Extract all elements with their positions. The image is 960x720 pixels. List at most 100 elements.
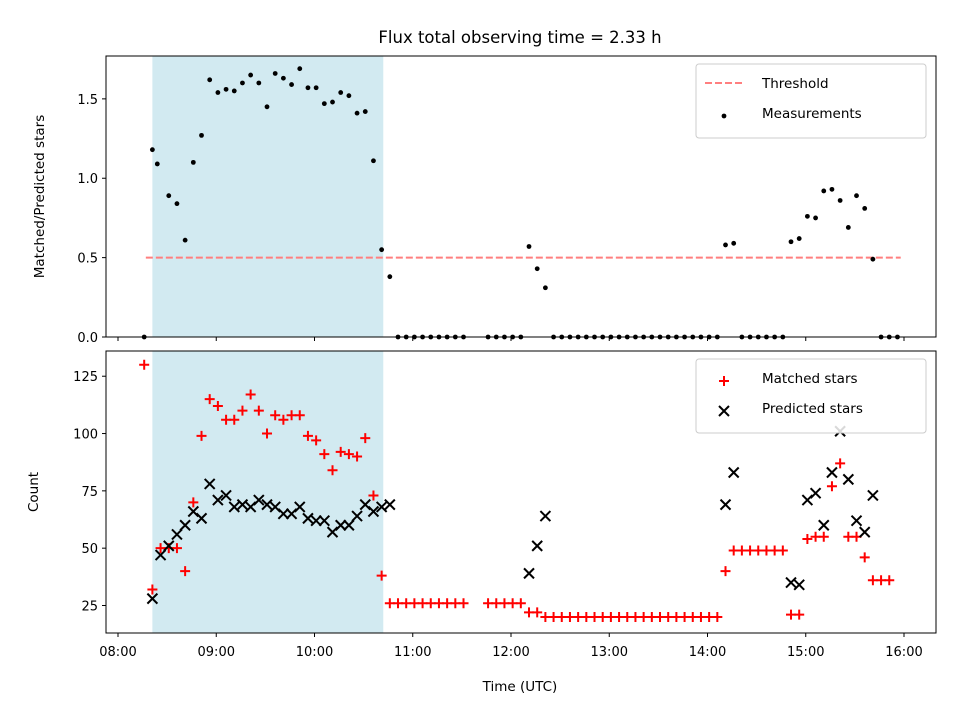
data-point [334, 519, 347, 531]
data-point [809, 487, 822, 499]
data-point [321, 101, 327, 107]
data-point [802, 534, 813, 544]
data-point [360, 433, 371, 444]
data-point [845, 225, 851, 230]
x-tick-label: 08:00 [99, 645, 136, 660]
data-point [154, 161, 160, 167]
data-point [858, 526, 871, 538]
data-point [240, 80, 245, 86]
data-point [207, 77, 213, 83]
data-point [179, 519, 191, 531]
data-point [154, 549, 167, 561]
legend-label: Threshold [761, 76, 829, 92]
data-point [785, 576, 797, 589]
data-point [539, 510, 552, 522]
data-point [523, 567, 535, 580]
data-point [793, 579, 805, 591]
data-point [384, 498, 396, 511]
data-point [727, 466, 740, 479]
data-point [867, 489, 879, 502]
data-point [256, 80, 262, 86]
data-point [723, 242, 728, 248]
data-point [777, 545, 788, 556]
data-point [215, 90, 221, 95]
bottom-panel: 08:00 09:00 10:00 11:00 12:00 13:00 14:00 15:00… [26, 350, 937, 660]
y-tick-label: 0.0 [77, 331, 98, 346]
data-point [354, 110, 360, 116]
data-point [212, 494, 224, 506]
data-point [166, 193, 172, 199]
data-point [352, 451, 363, 462]
data-point [310, 514, 322, 527]
data-point [297, 66, 303, 72]
data-point [330, 99, 335, 105]
data-point [884, 575, 895, 586]
x-tick-label: 13:00 [591, 645, 628, 660]
data-point [171, 543, 182, 554]
data-point [280, 75, 286, 81]
data-point [163, 540, 175, 552]
data-point [311, 435, 322, 446]
shaded-region [152, 351, 384, 633]
data-point [277, 508, 290, 520]
data-point [835, 458, 846, 469]
data-point [515, 598, 526, 609]
data-point [826, 466, 838, 479]
legend: Threshold Measurements [695, 63, 927, 139]
data-point [318, 514, 331, 527]
data-point [182, 237, 188, 243]
legend-label: Predicted stars [762, 401, 863, 417]
x-tick-label: 11:00 [394, 645, 431, 660]
data-point [294, 501, 306, 513]
data-point [196, 430, 207, 441]
y-axis-label: Count [26, 472, 42, 512]
y-tick-label: 75 [81, 485, 98, 500]
x-tick-label: 16:00 [885, 645, 922, 660]
data-point [731, 240, 737, 246]
data-point [313, 85, 319, 91]
data-point [813, 215, 818, 221]
data-point [818, 531, 829, 542]
x-tick-label: 09:00 [198, 645, 235, 660]
data-point [532, 607, 543, 618]
data-point [245, 389, 256, 400]
data-point [229, 414, 240, 425]
legend: Matched stars Predicted stars [695, 358, 927, 434]
data-point [220, 489, 232, 502]
data-point [248, 72, 254, 78]
legend-label: Measurements [762, 106, 862, 122]
data-point [854, 193, 859, 199]
data-point [223, 86, 229, 92]
data-point [327, 465, 338, 476]
chart-title: Flux total observing time = 2.33 h [378, 28, 661, 47]
data-point [821, 188, 827, 194]
data-point [367, 505, 380, 518]
data-point [534, 266, 540, 272]
data-point [253, 494, 265, 506]
data-point [305, 85, 311, 91]
x-tick-label: 14:00 [689, 645, 726, 660]
y-tick-label: 25 [81, 599, 98, 614]
data-point [343, 519, 355, 531]
data-point [862, 206, 868, 211]
data-point [531, 540, 543, 552]
x-tick-label: 12:00 [492, 645, 529, 660]
data-point [842, 473, 855, 486]
data-point [387, 274, 393, 280]
data-point [302, 430, 313, 441]
data-point [195, 512, 208, 525]
data-point [368, 490, 379, 501]
data-point [796, 236, 802, 241]
data-point [379, 247, 385, 253]
data-point [859, 552, 870, 563]
series-matched-stars [139, 359, 895, 622]
legend-plus-swatch [719, 376, 729, 386]
data-point [458, 598, 469, 609]
data-point [788, 239, 794, 245]
data-point [203, 478, 216, 490]
y-tick-label: 50 [81, 542, 98, 557]
x-axis-label: Time (UTC) [482, 679, 558, 695]
data-point [294, 410, 305, 421]
data-point [228, 501, 240, 513]
x-tick-label: 15:00 [787, 645, 824, 660]
